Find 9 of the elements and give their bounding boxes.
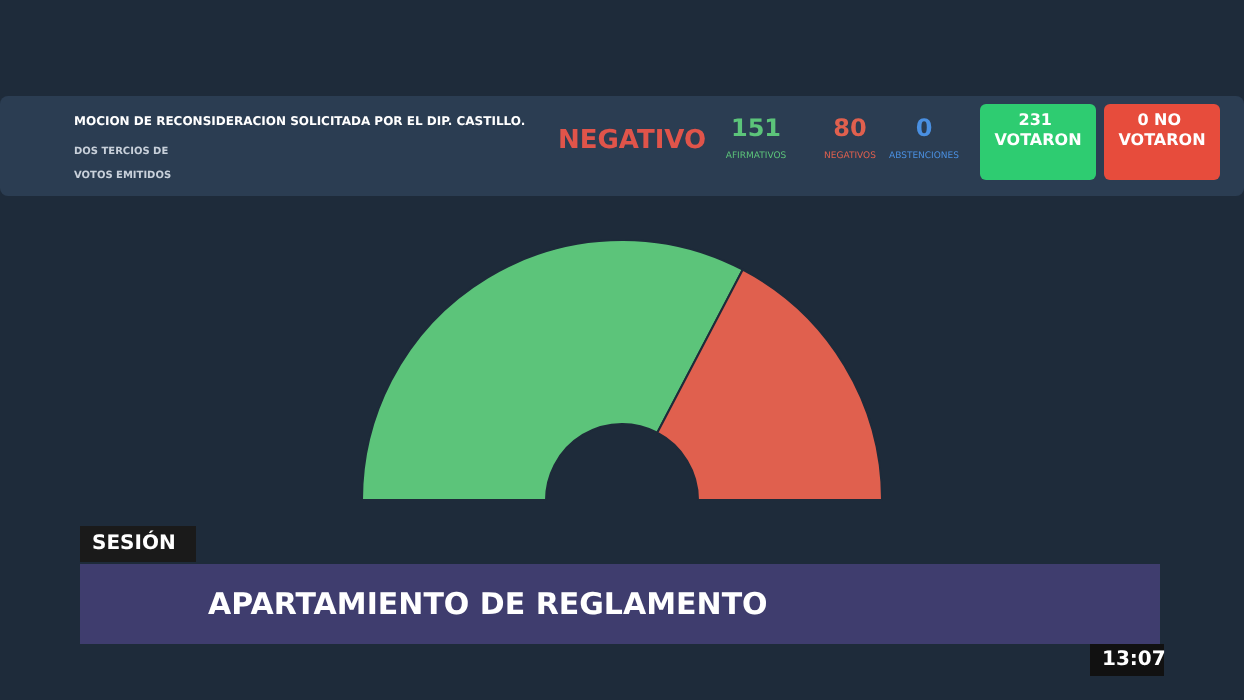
data-label: 80 [833,114,867,142]
text: SESIÓN [92,529,176,555]
text: 231 VOTARON [994,111,1082,149]
text: NEGATIVO [557,126,707,156]
text: 0 NO VOTARON [1118,111,1206,149]
text: 13:07 [1102,649,1166,671]
data-label: 151 [730,114,782,142]
text: APARTAMIENTO DE REGLAMENTO [208,586,768,622]
text: 0 [915,114,933,142]
